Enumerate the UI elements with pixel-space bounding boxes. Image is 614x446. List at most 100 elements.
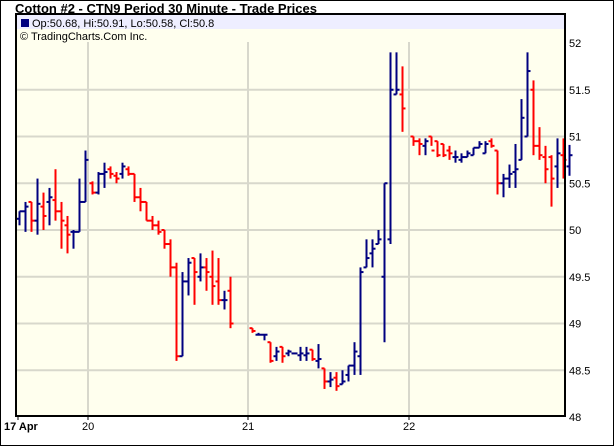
- y-tick-label: 50: [569, 225, 581, 237]
- ohlc-bar: [107, 166, 114, 179]
- ohlc-bar: [512, 143, 519, 188]
- ohlc-bar: [203, 258, 210, 291]
- ohlc-bar: [494, 149, 501, 195]
- ohlc-bar: [321, 367, 328, 389]
- ohlc-bar: [440, 142, 447, 158]
- ohlc-bar: [309, 348, 316, 361]
- ohlc-bar: [267, 341, 274, 363]
- ohlc-bar: [95, 172, 102, 195]
- ohlc-bar: [548, 155, 555, 207]
- ohlc-bar: [524, 52, 531, 138]
- ohlc-bar: [297, 346, 304, 361]
- ohlc-bar: [249, 327, 256, 333]
- ohlc-bar: [155, 220, 162, 235]
- ohlc-bar: [125, 166, 132, 176]
- y-tick-label: 52: [569, 38, 581, 50]
- ohlc-bar: [452, 150, 459, 163]
- ohlc-bar: [500, 173, 507, 198]
- ohlc-bar: [315, 344, 322, 369]
- ohlc-bar: [434, 140, 441, 158]
- ohlc-bar: [215, 258, 222, 305]
- ohlc-bar: [363, 239, 370, 269]
- legend-row-bg: [17, 15, 564, 29]
- ohlc-bar: [221, 290, 228, 310]
- ohlc-bar: [82, 150, 89, 203]
- ohlc-bar: [167, 239, 174, 277]
- y-tick-label: 48: [569, 412, 581, 424]
- ohlc-bar: [89, 181, 96, 195]
- ohlc-bar: [416, 138, 423, 156]
- ohlc-bar: [28, 200, 35, 232]
- ohlc-bar: [191, 257, 198, 305]
- plot-border: [15, 13, 566, 417]
- ohlc-bar: [137, 187, 144, 212]
- ohlc-bar: [179, 272, 186, 358]
- ohlc-bar: [345, 364, 352, 382]
- x-tick-label: 22: [403, 421, 415, 433]
- ohlc-bar: [70, 230, 77, 249]
- legend-ohlc: Op:50.68, Hi:50.91, Lo:50.58, Cl:50.8: [32, 18, 214, 30]
- ohlc-bar: [197, 253, 204, 282]
- ohlc-bar: [101, 162, 108, 188]
- ohlc-bar: [279, 345, 286, 363]
- ohlc-bar: [327, 372, 334, 388]
- ohlc-bar: [52, 169, 59, 221]
- ohlc-bar: [351, 342, 358, 375]
- ohlc-bar: [185, 258, 192, 296]
- ohlc-bar: [530, 80, 537, 156]
- ohlc-bar: [119, 162, 126, 179]
- ohlc-bar: [131, 172, 138, 202]
- ohlc-bar: [470, 146, 477, 157]
- ohlc-bar: [393, 52, 400, 96]
- ohlc-bar: [22, 201, 29, 232]
- legend-row-bg: [17, 29, 564, 42]
- ohlc-bar: [227, 276, 234, 329]
- ohlc-bar: [488, 138, 495, 148]
- chart-title: Cotton #2 - CTN9 Period 30 Minute - Trad…: [15, 1, 317, 16]
- ohlc-bar: [381, 182, 388, 343]
- ohlc-bar: [303, 346, 310, 361]
- ohlc-bar: [542, 145, 549, 184]
- y-tick-label: 49.5: [569, 272, 590, 284]
- ohlc-bar: [446, 145, 453, 160]
- ohlc-bar: [399, 66, 406, 132]
- ohlc-bar: [428, 135, 435, 152]
- ohlc-bar: [143, 200, 150, 222]
- x-tick-label: 21: [242, 421, 254, 433]
- ohlc-bar: [261, 333, 268, 341]
- ohlc-bar: [482, 141, 489, 155]
- ohlc-bar: [410, 135, 417, 146]
- x-tick-label: 17 Apr: [4, 421, 39, 433]
- plot-area: [16, 14, 565, 416]
- ohlc-bar: [333, 372, 340, 391]
- ohlc-bar: [566, 144, 573, 176]
- y-tick-label: 51: [569, 132, 581, 144]
- legend-copyright: © TradingCharts.Com Inc.: [20, 31, 147, 43]
- ohlc-bar: [76, 178, 83, 233]
- ohlc-bar: [464, 150, 471, 159]
- ohlc-bar: [46, 187, 53, 226]
- ohlc-bar: [255, 332, 262, 336]
- ohlc-bar: [458, 153, 465, 163]
- ohlc-bar: [536, 127, 543, 160]
- ohlc-bar: [161, 229, 168, 249]
- ohlc-bar: [518, 99, 525, 161]
- ohlc-bar: [375, 230, 382, 246]
- ohlc-bar: [173, 262, 180, 361]
- ohlc-bar: [285, 349, 292, 357]
- y-tick-label: 50.5: [569, 178, 590, 190]
- ohlc-bar: [357, 267, 364, 375]
- ohlc-bar: [554, 138, 561, 188]
- ohlc-bar: [506, 164, 513, 188]
- y-tick-label: 48.5: [569, 365, 590, 377]
- legend-swatch: [21, 19, 29, 27]
- ohlc-bar: [64, 215, 71, 254]
- ohlc-bar: [40, 192, 47, 230]
- y-tick-label: 49: [569, 319, 581, 331]
- ohlc-bar: [273, 346, 280, 361]
- ohlc-bar: [387, 52, 394, 245]
- y-tick-label: 51.5: [569, 85, 590, 97]
- ohlc-bar: [369, 239, 376, 268]
